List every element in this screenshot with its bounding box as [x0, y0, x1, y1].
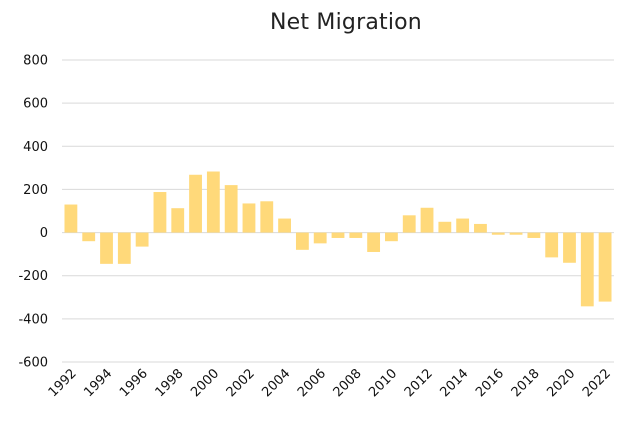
- x-tick-label: 2010: [366, 366, 400, 400]
- x-tick-label: 2002: [224, 366, 258, 400]
- chart-title: Net Migration: [270, 10, 422, 35]
- x-tick-label: 2012: [402, 366, 436, 400]
- bar-2021: [580, 232, 594, 307]
- bar-1996: [135, 232, 149, 247]
- x-tick-label: 2020: [544, 366, 578, 400]
- bar-1993: [82, 232, 96, 242]
- y-tick-label: -400: [18, 312, 48, 327]
- y-tick-label: -600: [18, 356, 48, 371]
- y-tick-label: 200: [23, 183, 48, 198]
- x-tick-label: 1996: [117, 366, 151, 400]
- bar-2002: [242, 203, 256, 233]
- bar-2008: [349, 232, 363, 238]
- x-tick-label: 2000: [188, 366, 222, 400]
- x-tick-label: 2006: [295, 366, 329, 400]
- bar-2012: [420, 207, 434, 233]
- bar-2019: [545, 232, 559, 258]
- y-tick-label: -200: [18, 269, 48, 284]
- x-tick-label: 1994: [81, 366, 115, 400]
- bar-2000: [206, 171, 220, 233]
- bar-2020: [563, 232, 576, 263]
- bar-1999: [189, 174, 202, 233]
- y-tick-label: 800: [23, 54, 48, 69]
- bar-2001: [224, 185, 238, 233]
- x-tick-label: 2014: [437, 366, 471, 400]
- bar-2013: [438, 221, 452, 233]
- bar-2004: [278, 218, 291, 233]
- bar-2014: [456, 218, 470, 233]
- bar-2010: [385, 232, 398, 242]
- bar-layer: [64, 171, 612, 307]
- bar-2016: [491, 232, 505, 235]
- bar-2022: [598, 232, 612, 302]
- bar-1998: [171, 208, 185, 233]
- x-tick-label: 2022: [580, 366, 614, 400]
- bar-2011: [402, 215, 416, 233]
- bar-2017: [509, 232, 523, 235]
- x-tick-label: 2018: [509, 366, 543, 400]
- bar-2015: [474, 223, 487, 233]
- y-tick-label: 0: [40, 226, 48, 241]
- bar-1995: [117, 232, 131, 264]
- x-tick-label: 1992: [46, 366, 80, 400]
- y-tick-label: 400: [23, 140, 48, 155]
- bar-2007: [331, 232, 345, 238]
- x-tick-label: 2008: [331, 366, 365, 400]
- bar-1992: [64, 204, 78, 233]
- x-tick-label: 1998: [153, 366, 187, 400]
- bar-1997: [153, 192, 167, 233]
- grid-layer: [62, 59, 614, 363]
- bar-2018: [527, 232, 541, 238]
- y-tick-layer: -600 -400 -200 0 200 400 600 800: [18, 54, 48, 371]
- x-tick-label: 2016: [473, 366, 507, 400]
- bar-2003: [260, 201, 274, 233]
- bar-2005: [295, 232, 309, 250]
- x-tick-layer: 1992 1994 1996 1998 2000 2002 2004 2006 2008 2010…: [46, 366, 614, 400]
- y-tick-label: 600: [23, 97, 48, 112]
- bar-2009: [367, 232, 381, 252]
- bar-1994: [100, 232, 113, 264]
- bar-2006: [313, 232, 327, 244]
- x-tick-label: 2004: [259, 366, 293, 400]
